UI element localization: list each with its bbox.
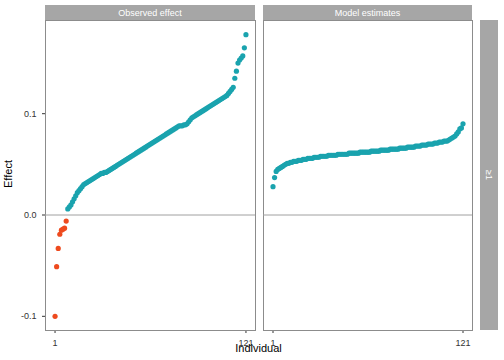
svg-text:0.0: 0.0 [24,210,37,220]
svg-text:1: 1 [53,338,58,348]
html-text:Effect: Effect [2,160,14,188]
html-text:Individual: Individual [235,342,282,354]
html-text:≥1: ≥1 [484,170,494,180]
svg-text:-0.1: -0.1 [21,311,37,321]
svg-text:121: 121 [455,338,470,348]
html-text:Model estimates: Model estimates [334,7,401,18]
svg-text:0.1: 0.1 [24,109,37,119]
html-text:Observed effect: Observed effect [118,7,182,18]
